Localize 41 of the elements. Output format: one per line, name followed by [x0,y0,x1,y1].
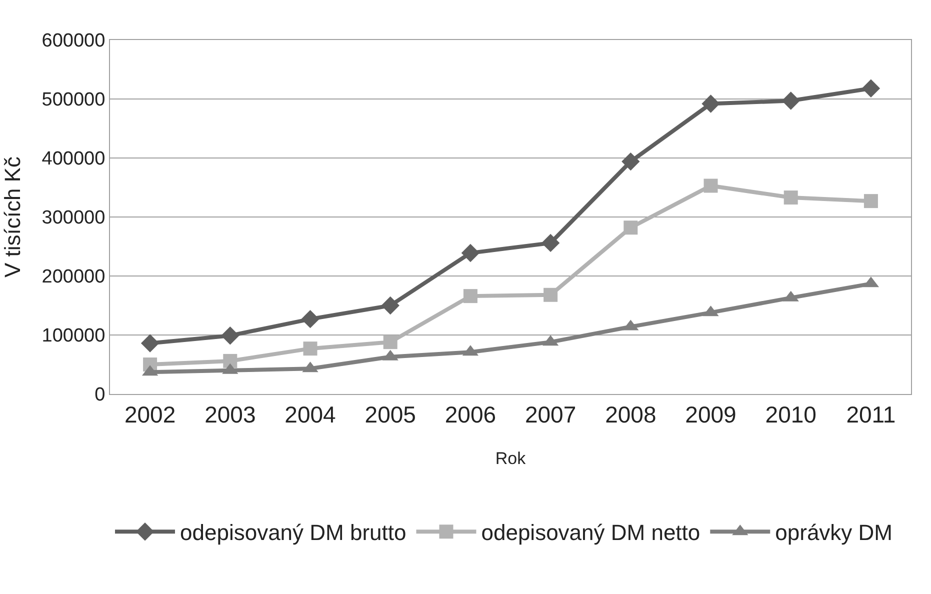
x-tick-label: 2007 [524,402,576,428]
legend-label: odepisovaný DM brutto [180,520,406,546]
y-tick-label: 300000 [42,208,106,229]
point [221,326,240,345]
point [303,342,318,356]
x-tick-label: 2006 [444,402,496,428]
point [381,296,400,315]
point [624,220,638,235]
x-tick-label: 2010 [765,402,816,428]
x-axis-title: Rok [495,449,526,468]
point [463,289,478,304]
point [864,194,878,208]
y-tick-label: 100000 [42,326,106,347]
x-tick-label: 2005 [364,402,416,428]
x-tick-label: 2008 [605,402,656,428]
point [301,310,320,328]
x-tick-label: 2004 [284,402,336,428]
legend-label: odepisovaný DM netto [481,520,700,546]
y-axis-title: V tisících Kč [0,156,25,278]
x-tick-label: 2009 [685,402,736,428]
point [223,354,238,368]
x-tick-label: 2003 [204,402,256,428]
y-tick-label: 500000 [42,90,106,111]
point [782,92,800,110]
y-tick-label: 400000 [42,148,106,170]
y-tick-label: 0 [94,384,106,406]
point [383,335,398,350]
point [541,234,560,252]
point [622,152,640,171]
y-tick-label: 600000 [42,30,106,52]
point [461,244,480,262]
x-tick-label: 2011 [846,402,896,428]
y-tick-label: 200000 [42,266,106,288]
legend-label: oprávky DM [775,520,892,546]
point [702,94,720,113]
x-tick-label: 2002 [124,402,176,428]
point [140,334,160,352]
point [784,190,798,205]
point [704,178,718,193]
point [544,288,558,302]
point [862,79,880,98]
